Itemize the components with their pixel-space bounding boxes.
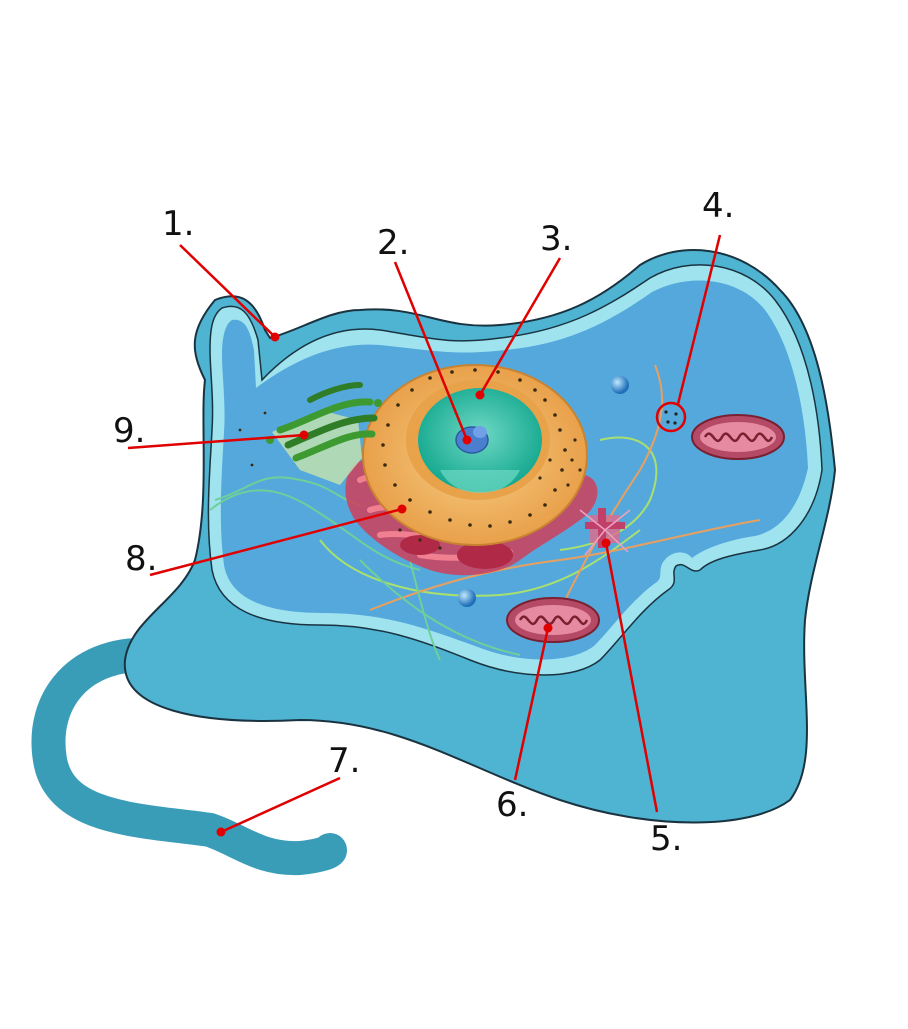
leader-line-8 <box>149 507 403 577</box>
mitochondrion-right <box>691 414 785 460</box>
ribosome-cluster <box>655 401 687 433</box>
leader-line-2 <box>393 261 469 441</box>
label-6: 6. <box>496 785 528 825</box>
leader-line-7 <box>220 776 341 834</box>
label-3: 3. <box>540 219 572 259</box>
golgi-apparatus <box>266 382 382 485</box>
nucleus <box>362 364 588 546</box>
leader-lines <box>127 234 722 834</box>
leader-endpoints <box>216 332 611 837</box>
leader-line-5 <box>604 542 659 813</box>
ribosome-dots <box>238 368 582 550</box>
label-2: 2. <box>377 223 409 263</box>
mitochondrion-bottom <box>506 597 600 643</box>
vesicle <box>458 589 476 607</box>
leader-line-6 <box>513 627 550 781</box>
label-1: 1. <box>162 204 194 244</box>
cytoskeleton <box>209 364 761 661</box>
leader-line-3 <box>478 257 562 396</box>
flagellum <box>31 637 347 876</box>
label-9: 9. <box>113 411 145 451</box>
label-5: 5. <box>650 819 682 859</box>
label-8: 8. <box>125 539 157 579</box>
label-4: 4. <box>702 186 734 226</box>
centrosome <box>579 508 631 556</box>
leader-line-4 <box>676 234 722 405</box>
leader-line-1 <box>179 244 276 338</box>
vesicle <box>611 376 629 394</box>
label-7: 7. <box>328 741 360 781</box>
leader-line-9 <box>127 433 305 450</box>
